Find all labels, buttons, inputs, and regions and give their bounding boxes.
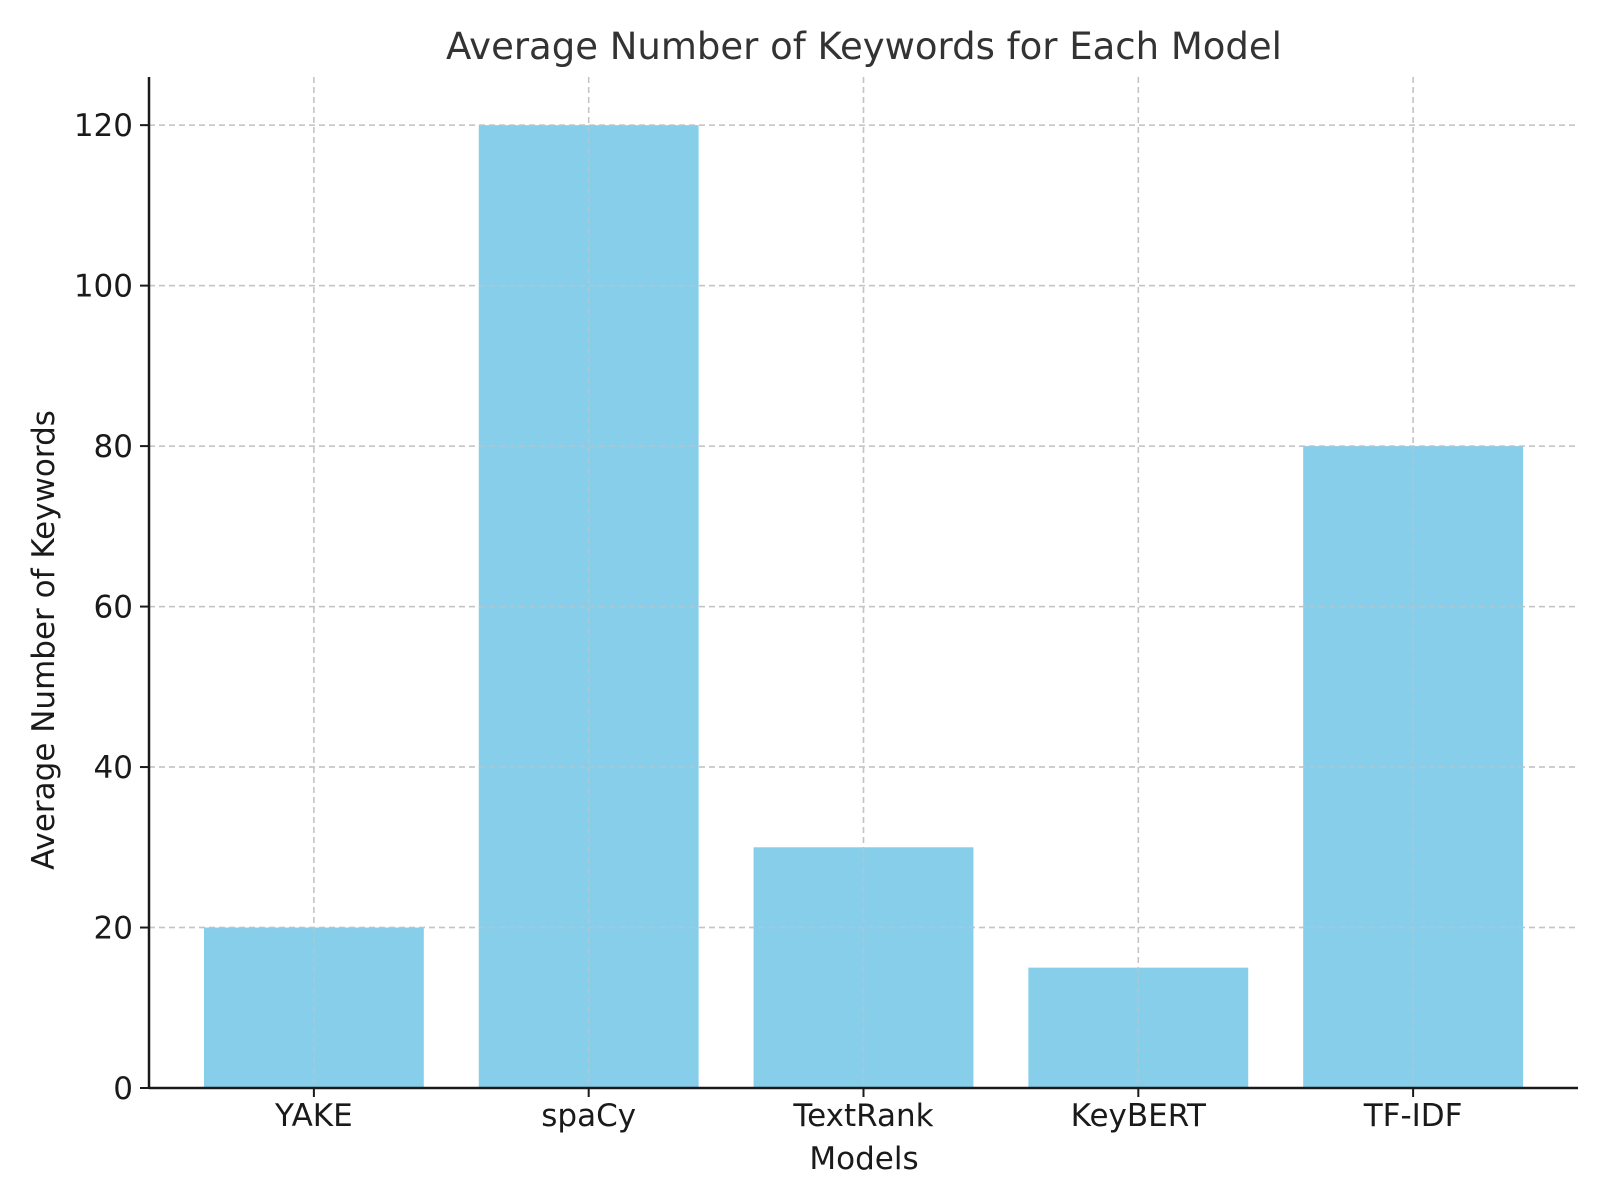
y-tick-label: 60 <box>94 590 133 626</box>
tick-labels: 0 20 40 60 80 100 120 YAKE spaCy TextRank KeyBERT T… <box>74 108 1463 1134</box>
y-tick-label: 20 <box>94 911 133 947</box>
y-tick-label: 40 <box>94 750 133 786</box>
y-tick-label: 80 <box>94 429 133 465</box>
x-tick-label: spaCy <box>541 1098 636 1134</box>
x-tick-label: TextRank <box>792 1098 933 1134</box>
x-axis-label: Models <box>809 1141 918 1177</box>
chart-title: Average Number of Keywords for Each Mode… <box>446 25 1282 68</box>
y-tick-label: 0 <box>113 1071 133 1107</box>
y-axis-label: Average Number of Keywords <box>26 410 62 870</box>
x-tick-label: KeyBERT <box>1071 1098 1207 1134</box>
x-tick-label: YAKE <box>274 1098 353 1134</box>
y-tick-label: 100 <box>74 269 133 305</box>
x-tick-label: TF-IDF <box>1363 1098 1463 1134</box>
axes <box>140 77 1578 1097</box>
y-tick-label: 120 <box>74 108 133 144</box>
